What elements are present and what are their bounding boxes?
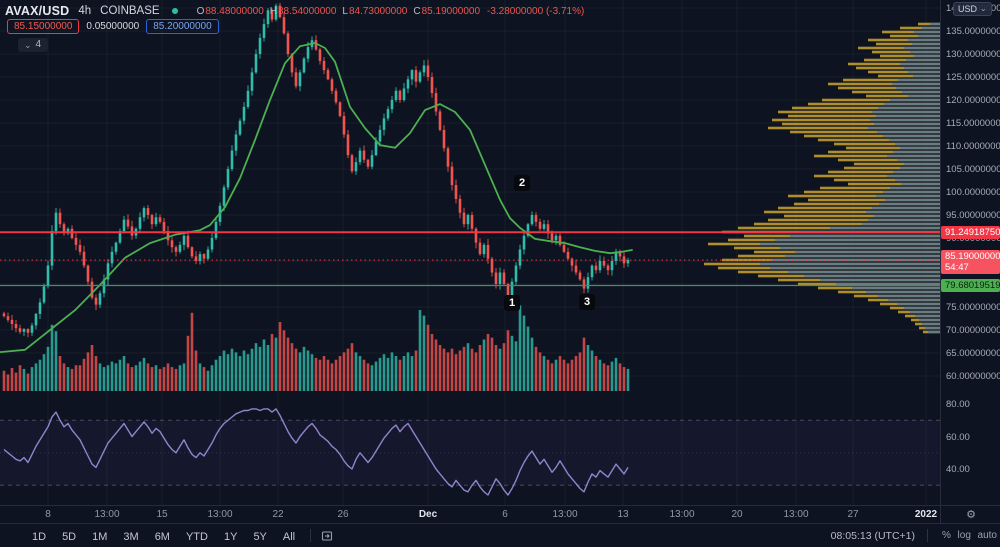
time-axis-tick: 26: [337, 509, 349, 520]
range-button-all[interactable]: All: [282, 530, 296, 543]
price-label-chip[interactable]: 79.68019519: [941, 279, 1000, 292]
time-axis-tick: 13:00: [94, 509, 120, 520]
range-button-1m[interactable]: 1M: [92, 530, 108, 543]
price-axis[interactable]: 140.00000000135.00000000130.00000000125.…: [940, 0, 1000, 505]
annotation-label-1[interactable]: 1: [504, 295, 520, 311]
ma-line: [0, 42, 633, 354]
volume-profile: [704, 22, 940, 334]
chevron-down-icon: ⌄: [980, 4, 987, 13]
price-axis-tick: 60.00: [946, 432, 970, 443]
time-axis-tick: 13:00: [552, 509, 578, 520]
price-axis-tick: 130.00000000: [946, 49, 1000, 60]
chevron-down-icon: ⌄: [24, 39, 32, 50]
time-axis-tick: 20: [731, 509, 743, 520]
time-axis-tick: 27: [847, 509, 859, 520]
currency-dropdown[interactable]: USD ⌄: [953, 2, 992, 16]
open-value: 88.48000000: [205, 5, 264, 17]
price-axis-tick: 125.00000000: [946, 72, 1000, 83]
sell-button[interactable]: 85.15000000: [7, 18, 80, 34]
time-axis-tick: 6: [502, 509, 508, 520]
buy-button[interactable]: 85.20000000: [146, 18, 219, 34]
currency-label: USD: [958, 4, 978, 14]
close-value: 85.19000000: [421, 5, 481, 17]
price-label-chip[interactable]: 85.19000000 54:47: [941, 250, 1000, 274]
gear-icon[interactable]: ⚙: [966, 508, 976, 521]
price-axis-tick: 115.00000000: [946, 118, 1000, 129]
exchange-label[interactable]: COINBASE: [100, 5, 160, 17]
volume-bars: [2, 305, 630, 391]
symbol-name[interactable]: AVAX/USD: [5, 4, 70, 18]
range-button-6m[interactable]: 6M: [154, 530, 170, 543]
range-button-ytd[interactable]: YTD: [185, 530, 208, 543]
price-axis-tick: 65.00000000: [946, 348, 1000, 359]
clock[interactable]: 08:05:13 (UTC+1): [830, 530, 915, 542]
time-axis[interactable]: 8 13:00 15 13:00 22 26 Dec 6 13:00 13 13:00 20 13:00…: [0, 505, 940, 524]
annotation-label-3[interactable]: 3: [579, 294, 595, 310]
close-label: C: [413, 5, 421, 17]
price-axis-tick: 105.00000000: [946, 164, 1000, 175]
toolbar-divider: [310, 529, 312, 542]
change-value: -3.28000000 (-3.71%): [487, 5, 585, 17]
percent-scale-button[interactable]: %: [942, 530, 951, 541]
low-value: 84.73000000: [348, 5, 408, 17]
range-button-1d[interactable]: 1D: [32, 530, 47, 543]
bottom-toolbar: 1D 5D 1M 3M 6M YTD 1Y 5Y All 08:05:13 (UTC+1): [0, 523, 940, 547]
time-axis-tick: 13:00: [669, 509, 695, 520]
price-axis-tick: 120.00000000: [946, 95, 1000, 106]
ohlc-values: O 88.48000000 H 88.54000000 L 84.73000000 C…: [191, 6, 480, 17]
annotation-label-2[interactable]: 2: [514, 175, 530, 191]
price-axis-tick: 75.00000000: [946, 302, 1000, 313]
price-axis-tick: 80.00: [946, 399, 970, 410]
time-axis-tick: 22: [272, 509, 284, 520]
high-label: H: [269, 5, 277, 17]
range-button-3m[interactable]: 3M: [123, 530, 139, 543]
range-button-1y[interactable]: 1Y: [223, 530, 238, 543]
axis-settings-corner: ⚙: [940, 505, 1000, 524]
time-axis-tick: 13:00: [783, 509, 809, 520]
interval-label[interactable]: 4h: [78, 5, 92, 17]
price-axis-tick: 95.00000000: [946, 210, 1000, 221]
price-axis-tick: 110.00000000: [946, 141, 1000, 152]
price-chart-canvas[interactable]: [0, 0, 940, 505]
price-axis-tick: 100.00000000: [946, 187, 1000, 198]
time-axis-tick: Dec: [418, 509, 438, 520]
high-value: 88.54000000: [278, 5, 337, 17]
range-button-5d[interactable]: 5D: [62, 530, 77, 543]
price-lines[interactable]: [0, 231, 940, 287]
price-axis-tick: 40.00: [946, 464, 970, 475]
price-axis-tick: 60.00000000: [946, 371, 1000, 382]
open-label: O: [196, 5, 205, 17]
price-axis-tick: 70.00000000: [946, 325, 1000, 336]
price-axis-tick: 135.00000000: [946, 26, 1000, 37]
time-axis-tick: 2022: [914, 509, 938, 520]
rsi-pane: [0, 419, 940, 486]
range-button-5y[interactable]: 5Y: [253, 530, 267, 543]
price-label-chip[interactable]: 91.24918750: [941, 226, 1000, 239]
symbol-header: AVAX/USD 4h COINBASE O 88.48000000 H 88.54…: [5, 3, 584, 19]
time-axis-tick: 15: [156, 509, 168, 520]
collapsed-indicators-button[interactable]: ⌄ 4: [18, 38, 49, 52]
candlesticks: [2, 2, 630, 338]
scale-buttons: % log auto: [938, 523, 1000, 547]
order-buttons: 85.15000000 0.05000000 85.20000000: [7, 18, 219, 34]
spread-value: 0.05000000: [86, 20, 140, 32]
time-axis-tick: 8: [45, 509, 51, 520]
market-status-dot-icon: [171, 8, 178, 14]
go-to-date-icon[interactable]: [320, 529, 334, 543]
indicator-count: 4: [35, 39, 42, 50]
low-label: L: [342, 5, 348, 17]
time-axis-tick: 13: [617, 509, 629, 520]
time-axis-tick: 13:00: [207, 509, 233, 520]
log-scale-button[interactable]: log: [957, 530, 971, 541]
toolbar-divider: [927, 529, 928, 542]
rsi-line: [3, 408, 629, 496]
auto-scale-button[interactable]: auto: [977, 530, 997, 541]
